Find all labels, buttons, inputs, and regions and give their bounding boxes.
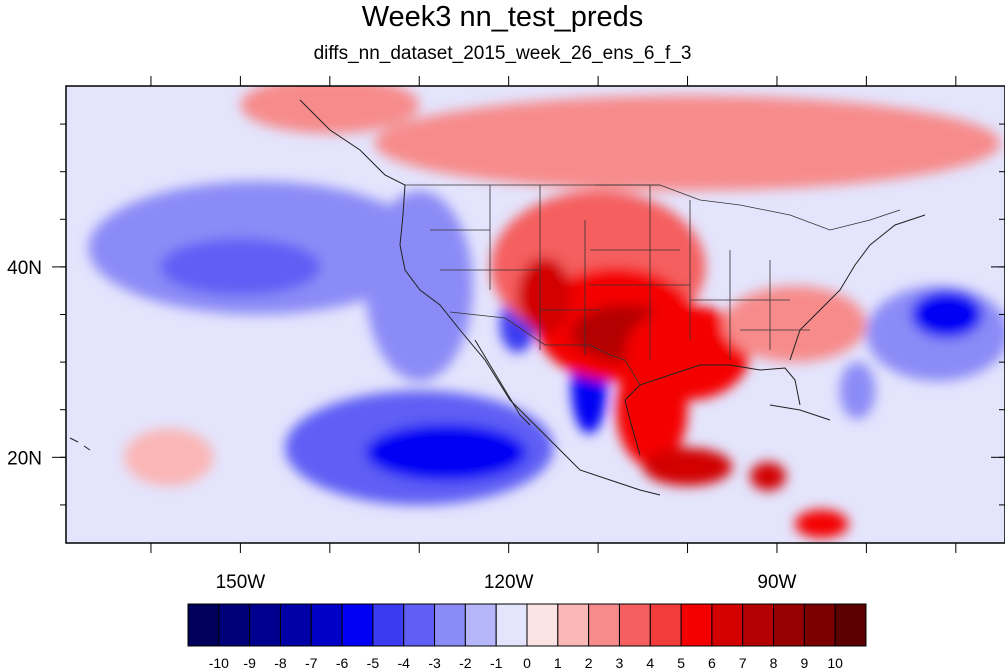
colorbar-label: 10 [827,655,843,671]
state-lines [430,184,810,360]
colorbar-swatch [526,603,559,647]
anomaly-hawaii-warm [124,428,214,486]
longitude-labels: 150W 120W 90W [216,572,797,593]
colorbar-swatch [649,603,682,647]
anomaly-great-basin-warm [517,257,572,334]
map-boundaries [69,99,926,496]
colorbar [187,603,867,647]
colorbar-label: 2 [585,655,593,671]
lon-label: 90W [757,572,796,593]
us-canada-border [405,184,901,231]
axis-ticks [52,76,1005,553]
hawaii [69,437,91,451]
colorbar-swatch [773,603,805,647]
colorbar-label: -10 [209,655,229,671]
anomaly-canada-warm [374,95,1001,191]
us-mexico-border [449,311,641,386]
colorbar-swatch [464,603,497,647]
anomaly-alaska-warm [240,86,420,134]
anomaly-caribbean-warm [794,509,849,539]
colorbar-label: 6 [708,655,716,671]
colorbar-swatch [372,603,405,647]
colorbar-label: 9 [800,655,808,671]
colorbar-swatch [803,603,836,647]
map-subtitle: diffs_nn_dataset_2015_week_26_ens_6_f_3 [313,43,692,64]
colorbar-label: 3 [616,655,624,671]
map-title: Week3 nn_test_preds [361,1,644,33]
colorbar-label: 7 [739,655,747,671]
lon-label: 150W [216,572,266,593]
anomaly-field [88,86,1005,539]
anomaly-southeast-us-warm [723,285,867,363]
anomaly-florida-cold [839,362,876,420]
colorbar-swatch [618,603,651,647]
colorbar-label: -4 [398,655,411,671]
cuba [769,404,831,421]
colorbar-swatch [711,603,744,647]
colorbar-label: -8 [274,655,287,671]
colorbar-swatch [218,603,251,647]
colorbar-label: -1 [490,655,503,671]
colorbar-swatch [341,603,374,647]
anomaly-mexico-warm [615,352,688,467]
anomaly-subtropical-pacific-cold-core [365,423,527,482]
gulf-coast [624,364,801,456]
map-plot-area [66,86,1005,543]
colorbar-swatch [495,603,528,647]
colorbar-swatch [434,603,466,647]
colorbar-label: 5 [677,655,685,671]
colorbar-swatch [834,603,867,647]
baja-california [474,339,531,426]
colorbar-swatch [588,603,620,647]
colorbar-label: 1 [554,655,562,671]
colorbar-swatch [403,603,436,647]
anomaly-pacific-coastal-cold [365,190,473,382]
colorbar-label: -6 [336,655,349,671]
east-coast [789,214,926,361]
colorbar-swatch [742,603,775,647]
latitude-labels: 40N 20N [7,258,42,469]
colorbar-label: 8 [770,655,778,671]
colorbar-swatch [310,603,343,647]
colorbar-label: -2 [459,655,472,671]
north-america-west-coast [299,99,661,496]
anomaly-southern-mexico-warm [642,447,733,486]
colorbar-label: -9 [243,655,256,671]
anomaly-central-america-warm [750,462,786,491]
colorbar-swatch [557,603,590,647]
colorbar-label: -3 [428,655,441,671]
anomaly-atlantic-cold-core [911,290,983,339]
colorbar-label: 4 [646,655,654,671]
lat-label: 40N [7,258,42,279]
colorbar-swatch [249,603,281,647]
colorbar-swatch [187,603,220,647]
colorbar-label: 0 [523,655,531,671]
colorbar-swatch [680,603,713,647]
colorbar-swatch [279,603,312,647]
colorbar-label: -5 [367,655,380,671]
lat-label: 20N [7,448,42,469]
anomaly-north-pacific-cold-core [159,238,321,296]
lon-label: 120W [484,572,534,593]
colorbar-labels: -10 -9 -8 -7 -6 -5 -4 -3 -2 -1 0 1 2 3 4 5 6 7 8 9 10 [209,655,843,671]
colorbar-label: -7 [305,655,318,671]
